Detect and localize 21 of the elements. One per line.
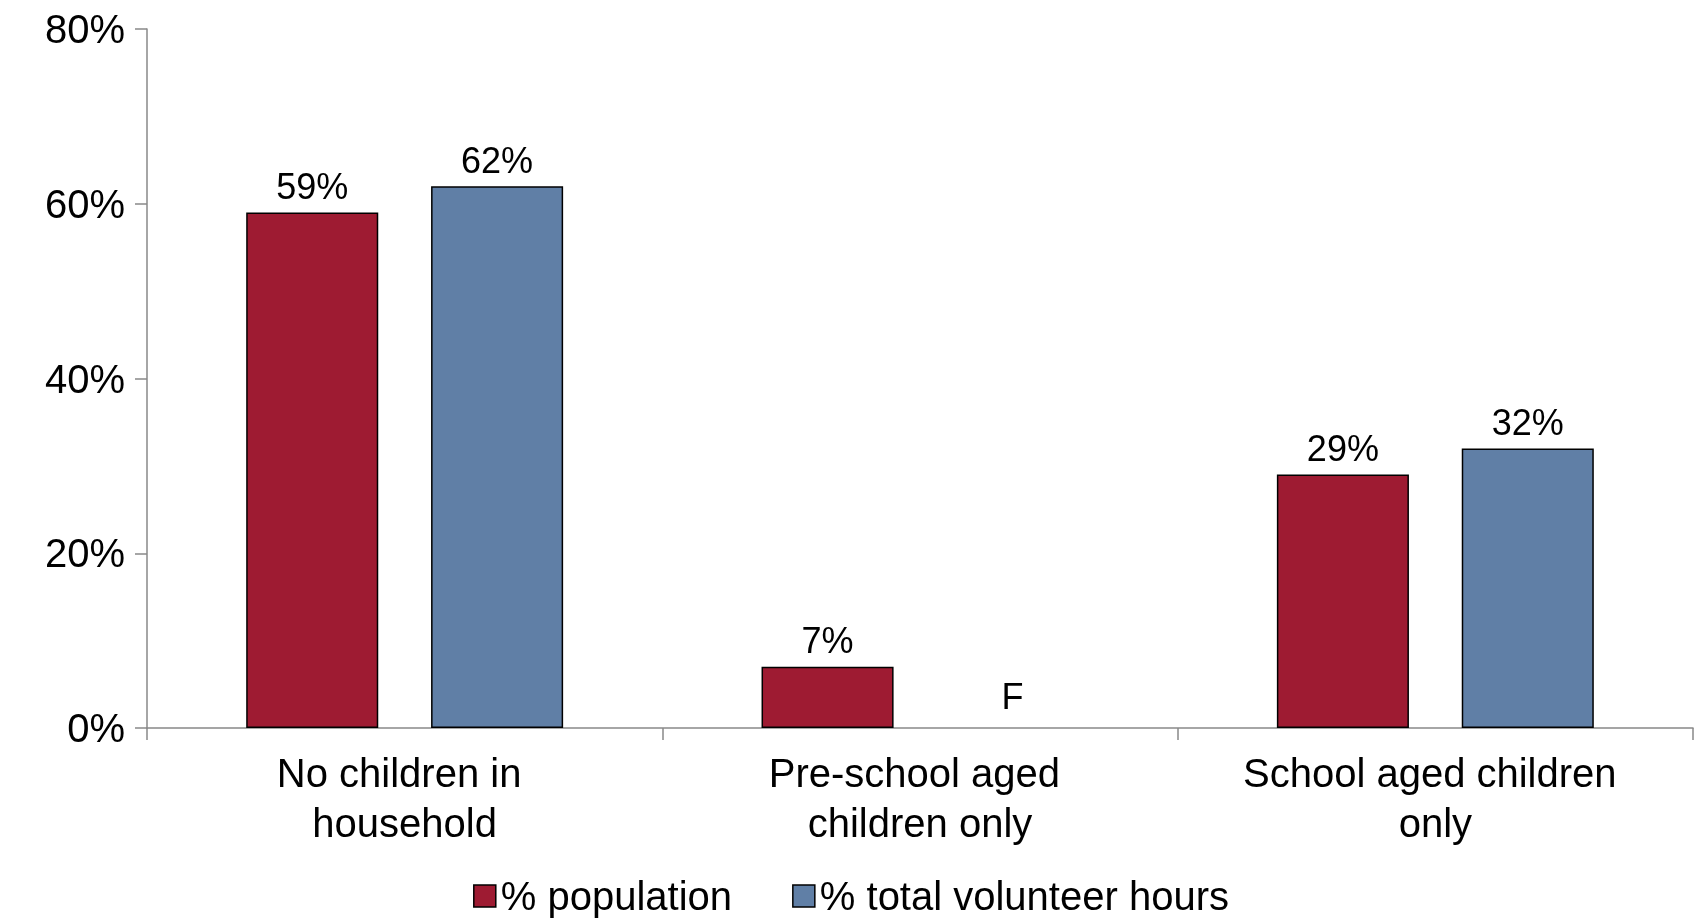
- data-label: 29%: [1306, 428, 1379, 470]
- x-tick-label: No children in household: [276, 751, 533, 845]
- data-label: 32%: [1491, 401, 1564, 443]
- legend-label: % population: [500, 874, 733, 918]
- y-tick-label: 0%: [67, 706, 125, 750]
- bar: [761, 666, 894, 728]
- x-tick-label: School aged children only: [1242, 751, 1628, 845]
- data-label: 62%: [461, 139, 534, 181]
- x-tick-label: Pre-school aged children only: [768, 751, 1072, 845]
- legend-label: % total volunteer hours: [819, 874, 1229, 918]
- y-tick-label: 20%: [44, 531, 125, 576]
- data-label: 7%: [801, 620, 854, 662]
- y-tick-label: 40%: [44, 356, 125, 401]
- y-tick-label: 80%: [44, 7, 125, 51]
- bar: [1461, 448, 1594, 728]
- text: F: [1001, 675, 1024, 717]
- bar: [246, 212, 379, 728]
- data-label: 59%: [276, 165, 349, 207]
- bar: [431, 186, 564, 728]
- bar: [1276, 474, 1409, 728]
- y-tick-label: 60%: [44, 181, 125, 226]
